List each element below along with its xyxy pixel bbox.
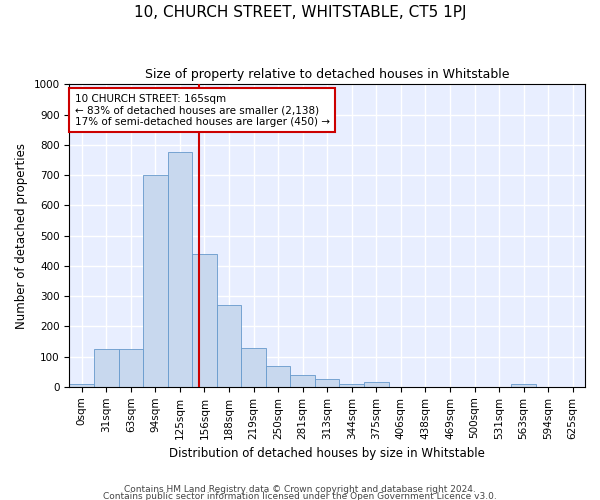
Text: Contains HM Land Registry data © Crown copyright and database right 2024.: Contains HM Land Registry data © Crown c… (124, 486, 476, 494)
Bar (119, 349, 143, 387)
Bar (217, 305, 241, 387)
Bar (266, 366, 290, 387)
Text: Contains public sector information licensed under the Open Government Licence v3: Contains public sector information licen… (103, 492, 497, 500)
Bar (315, 380, 340, 387)
Bar (192, 254, 217, 387)
Title: Size of property relative to detached houses in Whitstable: Size of property relative to detached ho… (145, 68, 509, 80)
Bar (511, 384, 536, 387)
Text: 10, CHURCH STREET, WHITSTABLE, CT5 1PJ: 10, CHURCH STREET, WHITSTABLE, CT5 1PJ (134, 5, 466, 20)
Bar (340, 384, 364, 387)
Bar (290, 374, 315, 387)
Text: 10 CHURCH STREET: 165sqm
← 83% of detached houses are smaller (2,138)
17% of sem: 10 CHURCH STREET: 165sqm ← 83% of detach… (74, 94, 329, 126)
Bar (143, 175, 167, 387)
Y-axis label: Number of detached properties: Number of detached properties (15, 142, 28, 328)
Bar (94, 349, 119, 387)
Bar (241, 348, 266, 387)
Bar (364, 382, 389, 387)
X-axis label: Distribution of detached houses by size in Whitstable: Distribution of detached houses by size … (169, 447, 485, 460)
Bar (167, 152, 192, 387)
Bar (70, 384, 94, 387)
